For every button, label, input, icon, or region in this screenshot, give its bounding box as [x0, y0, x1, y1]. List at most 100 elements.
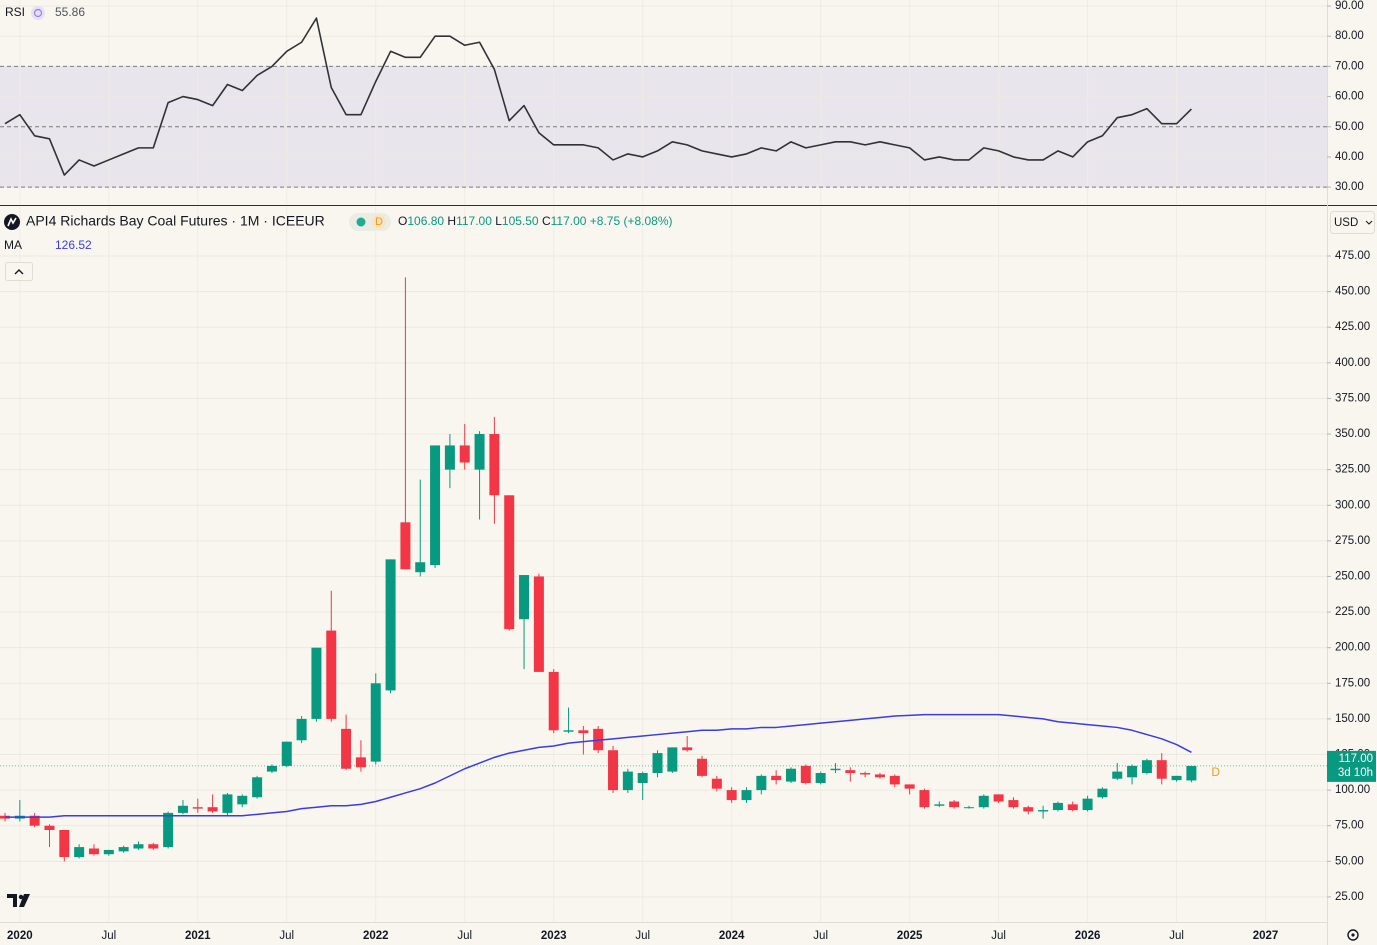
x-tick-label: Jul [101, 930, 116, 942]
candle-body [771, 775, 782, 781]
settings-icon[interactable] [1347, 929, 1359, 941]
candle-body [548, 671, 559, 731]
y-tick-label: 75.00 [1335, 820, 1364, 832]
y-tick-label: 375.00 [1335, 392, 1370, 404]
y-tick-label: 450.00 [1335, 286, 1370, 298]
candle-body [533, 576, 544, 672]
candle-body [1141, 760, 1152, 774]
ohlc-value: 117.00 [456, 214, 492, 228]
candle-body [103, 849, 114, 855]
candle-body [88, 848, 99, 855]
x-tick-label: 2022 [363, 930, 389, 942]
candle-body [800, 765, 811, 783]
candle-body [1008, 800, 1019, 808]
line [5, 713, 1192, 818]
x-tick-label: 2020 [7, 930, 33, 942]
y-tick-label: 50.00 [1335, 121, 1364, 133]
y-tick-label: 70.00 [1335, 60, 1364, 72]
rsi-value: 55.86 [55, 5, 85, 19]
candle-body [266, 765, 277, 772]
candle-body [385, 559, 396, 691]
candle-body [1156, 760, 1167, 779]
y-tick-label: 325.00 [1335, 464, 1370, 476]
x-tick-label: 2027 [1253, 930, 1279, 942]
candle-body [281, 741, 292, 766]
rsi-icon[interactable] [31, 6, 45, 20]
y-tick-label: 225.00 [1335, 606, 1370, 618]
candle-body [326, 630, 337, 719]
ohlc-value: 106.80 [407, 214, 444, 228]
candle-body [1171, 775, 1182, 781]
ma-value: 126.52 [55, 238, 92, 252]
candle-body [519, 575, 530, 620]
candle-body [44, 825, 55, 830]
candle-body [415, 562, 426, 573]
x-tick-label: 2023 [541, 930, 567, 942]
candle-body [296, 718, 307, 741]
currency: USD [1334, 217, 1358, 229]
candle-body [830, 768, 841, 771]
candle-body [489, 434, 500, 496]
candle-body [563, 730, 574, 732]
candle-body [756, 775, 767, 791]
y-tick-label: 250.00 [1335, 570, 1370, 582]
x-tick-label: Jul [1169, 930, 1184, 942]
candle-body [578, 730, 589, 734]
candle-body [652, 753, 663, 774]
candle-body [815, 773, 826, 783]
ohlc: O106.80 H117.00 L105.50 C117.00 +8.75 (+… [398, 214, 673, 228]
x-tick-label: Jul [279, 930, 294, 942]
candle-body [904, 784, 915, 789]
y-tick-label: 30.00 [1335, 181, 1364, 193]
change: +8.75 (+8.08%) [590, 214, 673, 228]
candle-body [622, 771, 633, 791]
candle-body [934, 804, 945, 806]
y-tick-label: 300.00 [1335, 499, 1370, 511]
candle-body [637, 773, 648, 783]
candle-body [504, 495, 515, 630]
candle-body [355, 757, 366, 768]
candle-body [370, 683, 381, 762]
y-tick-label: 40.00 [1335, 151, 1364, 163]
candle-body [741, 790, 752, 801]
countdown: 3d 10h [1338, 767, 1373, 779]
candle-body [400, 522, 411, 570]
settings-icon-center [1351, 933, 1355, 937]
candle-body [845, 770, 856, 774]
candle-body [963, 807, 974, 809]
candle-body [133, 844, 144, 849]
tv-logo-slash [19, 894, 30, 907]
y-tick-label: 50.00 [1335, 855, 1364, 867]
candle-body [1186, 765, 1197, 781]
x-tick-label: 2024 [719, 930, 745, 942]
rsi-icon-ring [33, 8, 43, 18]
candle-body [608, 750, 619, 791]
tv-logo-dot [18, 894, 24, 900]
tv-logo [7, 894, 17, 907]
x-tick-label: 2025 [897, 930, 923, 942]
currency-button[interactable] [1330, 211, 1375, 234]
candle-body [711, 778, 722, 789]
delay-marker: D [1211, 765, 1220, 779]
candle-body [192, 807, 203, 809]
collapse-icon [14, 269, 24, 275]
candle-body [874, 774, 885, 778]
line [4, 17, 1192, 176]
candle-body [1023, 807, 1034, 812]
x-tick-label: Jul [813, 930, 828, 942]
collapse-button[interactable] [5, 262, 33, 281]
y-tick-label: 275.00 [1335, 535, 1370, 547]
candle-body [177, 805, 188, 813]
candle-body [1052, 802, 1063, 811]
y-tick-label: 25.00 [1335, 891, 1364, 903]
candle-body [118, 847, 129, 852]
candle-body [430, 445, 441, 566]
y-tick-label: 475.00 [1335, 250, 1370, 262]
candle-body [459, 445, 470, 463]
candle-body [785, 768, 796, 782]
ohlc-value: 105.50 [502, 214, 539, 228]
candle-body [252, 777, 263, 798]
last-price-label: 117.00 [1339, 753, 1373, 765]
ma-title: MA [4, 238, 22, 252]
